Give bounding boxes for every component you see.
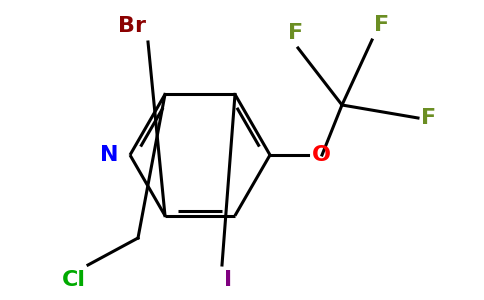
Text: F: F <box>374 15 389 35</box>
Text: F: F <box>421 108 436 128</box>
Text: O: O <box>312 145 331 165</box>
Text: F: F <box>288 23 303 43</box>
Text: N: N <box>100 145 118 165</box>
Text: Cl: Cl <box>62 270 86 290</box>
Text: I: I <box>224 270 232 290</box>
Text: Br: Br <box>118 16 146 36</box>
